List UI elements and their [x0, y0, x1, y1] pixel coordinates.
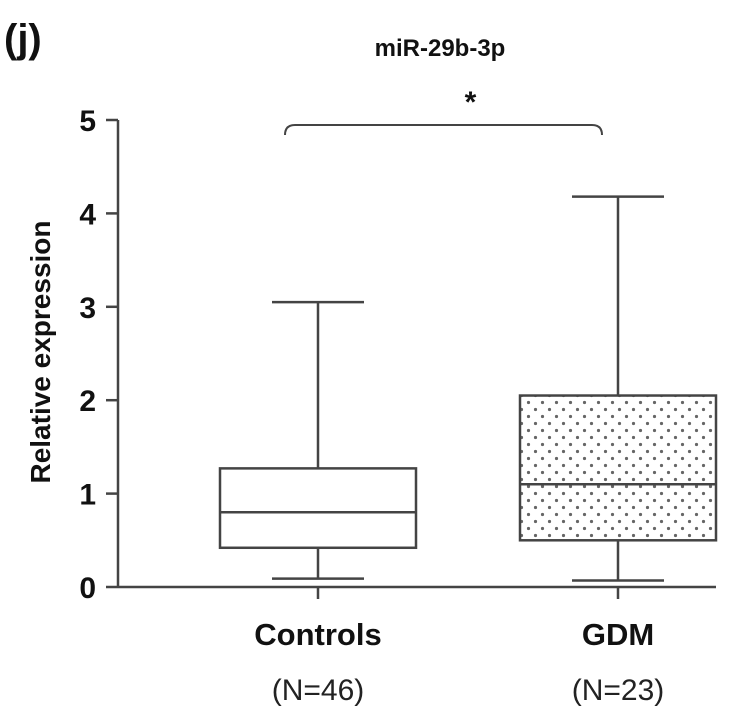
sample-size-label: (N=46) — [272, 674, 365, 707]
y-axis: 0 1 2 3 4 5 — [79, 105, 716, 605]
significance-star: * — [465, 86, 477, 119]
y-axis-label: Relative expression — [25, 220, 56, 483]
y-tick-label: 5 — [79, 105, 96, 138]
y-tick-label: 0 — [79, 572, 96, 605]
y-tick-label: 3 — [79, 292, 96, 325]
significance-bracket: * — [284, 86, 603, 136]
box-gdm — [518, 195, 718, 582]
panel-label: (j) — [4, 17, 42, 61]
y-tick-label: 1 — [79, 479, 96, 512]
boxes — [218, 195, 718, 582]
chart-title: miR-29b-3p — [375, 35, 506, 62]
category-label: Controls — [254, 617, 381, 652]
sample-size-label: (N=23) — [572, 674, 665, 707]
iqr-box — [518, 394, 718, 542]
y-tick-label: 4 — [79, 198, 96, 231]
y-tick-label: 2 — [79, 385, 96, 418]
box-controls — [218, 300, 418, 580]
category-label: GDM — [582, 617, 654, 652]
bracket-line — [284, 124, 603, 136]
x-axis-labels: Controls (N=46) GDM (N=23) — [254, 617, 664, 707]
iqr-box — [218, 467, 418, 550]
